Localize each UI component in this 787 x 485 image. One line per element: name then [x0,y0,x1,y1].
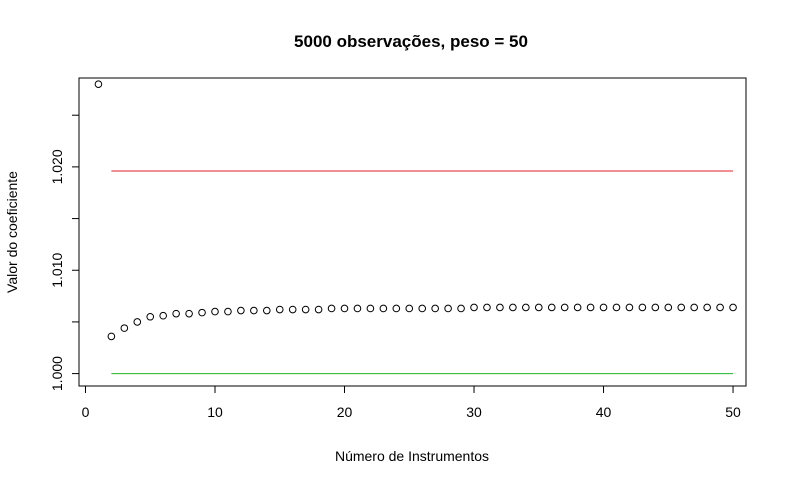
data-point [638,303,647,312]
data-point [288,305,297,314]
x-axis: 0 10 20 30 40 50 [82,385,741,420]
data-point [94,80,103,89]
data-point [172,309,180,318]
data-point [327,304,336,313]
data-point [392,304,401,313]
data-point [224,307,232,316]
data-point [703,303,711,312]
x-tick-label: 10 [207,404,223,420]
data-point [612,303,621,312]
data-point [379,304,388,313]
data-point [418,304,427,313]
plot-frame [78,77,747,387]
y-tick-label: 1.020 [49,149,65,184]
data-point [185,309,193,318]
data-point [275,305,284,314]
data-point [509,303,517,312]
data-point [651,303,660,312]
data-point [625,303,634,312]
data-point [133,318,142,326]
data-point [586,303,595,312]
data-point [522,303,530,312]
data-point [677,303,686,312]
data-points [94,80,737,341]
data-point [107,332,116,341]
data-point [573,303,582,312]
x-axis-label: Número de Instrumentos [335,448,489,464]
data-point [444,304,452,313]
x-tick-label: 0 [82,404,90,420]
y-tick-label: 1.010 [49,253,65,288]
data-point [599,303,608,312]
data-point [496,303,504,312]
data-point [729,303,737,312]
data-point [431,304,439,313]
data-point [262,306,271,315]
data-point [250,306,258,315]
y-tick-label: 1.000 [49,356,65,391]
data-point [534,303,543,312]
reference-lines [111,170,734,375]
x-tick-label: 40 [596,404,612,420]
data-point [366,304,375,313]
data-point [314,305,323,314]
data-point [353,304,362,313]
data-point [340,304,349,313]
data-point [690,303,698,312]
data-point [664,303,673,312]
x-tick-label: 20 [337,404,353,420]
data-point [146,312,155,321]
data-point [198,308,206,317]
data-point [457,304,465,313]
data-point [483,303,491,312]
data-point [120,324,129,332]
data-point [547,303,556,312]
y-axis: 1.000 1.010 1.020 [49,114,80,391]
x-tick-label: 50 [725,404,741,420]
data-point [560,303,569,312]
data-point [716,303,724,312]
data-point [237,306,245,315]
x-tick-label: 30 [466,404,482,420]
data-point [470,303,478,312]
data-point [159,311,167,320]
chart-title: 5000 observações, peso = 50 [294,32,528,51]
data-point [301,305,310,314]
data-point [405,304,414,313]
y-axis-label: Valor do coeficiente [4,171,20,293]
data-point [211,307,219,316]
